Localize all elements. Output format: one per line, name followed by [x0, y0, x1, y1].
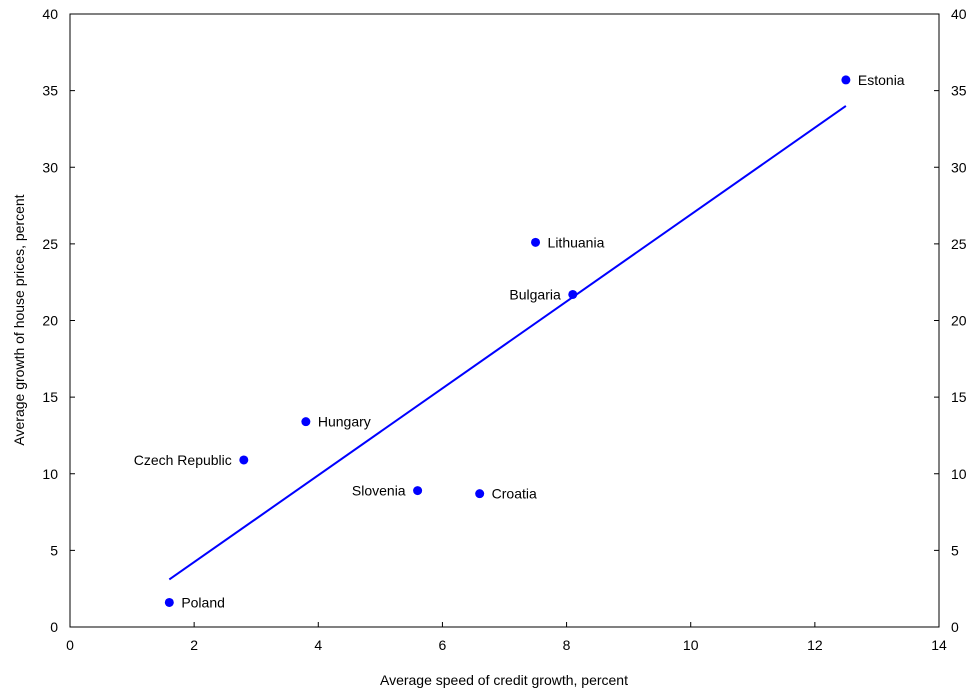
y-axis-right: 0 5 10 15 20 25 30 35 40 — [934, 6, 967, 635]
data-point — [841, 75, 851, 85]
x-tick-label: 2 — [190, 637, 198, 653]
y-axis-title: Average growth of house prices, percent — [11, 194, 27, 445]
x-tick-label: 12 — [807, 637, 823, 653]
x-tick-label: 0 — [66, 637, 74, 653]
x-tick-label: 6 — [439, 637, 447, 653]
y-tick-label-right: 30 — [951, 159, 967, 175]
trendline — [168, 105, 847, 581]
x-tick-label: 8 — [563, 637, 571, 653]
y-tick-label-left: 35 — [42, 83, 58, 99]
point-label: Bulgaria — [509, 286, 561, 302]
y-tick-label-right: 0 — [951, 619, 959, 635]
y-tick-label-right: 15 — [951, 389, 967, 405]
trendline-group — [168, 105, 847, 581]
point-label: Poland — [181, 594, 225, 610]
y-tick-label-left: 10 — [42, 466, 58, 482]
y-tick-label-right: 40 — [951, 6, 967, 22]
y-tick-label-right: 25 — [951, 236, 967, 252]
data-point — [413, 486, 423, 496]
y-tick-label-left: 40 — [42, 6, 58, 22]
plot-border — [69, 13, 940, 628]
x-tick-label: 10 — [683, 637, 699, 653]
y-tick-label-right: 35 — [951, 83, 967, 99]
point-label: Estonia — [858, 72, 905, 88]
data-point — [164, 597, 174, 607]
y-tick-label-left: 5 — [50, 542, 58, 558]
y-tick-label-right: 20 — [951, 313, 967, 329]
data-point — [239, 455, 249, 465]
data-point — [475, 489, 485, 499]
point-label: Hungary — [318, 414, 371, 430]
y-tick-label-left: 20 — [42, 313, 58, 329]
x-axis: 0 2 4 6 8 10 12 14 — [66, 622, 947, 653]
data-point — [568, 289, 578, 299]
data-point — [531, 237, 541, 247]
y-tick-label-left: 25 — [42, 236, 58, 252]
point-label: Czech Republic — [134, 452, 232, 468]
plot-frame — [69, 13, 940, 628]
x-axis-title: Average speed of credit growth, percent — [380, 672, 628, 688]
x-tick-label: 14 — [931, 637, 947, 653]
point-label: Croatia — [492, 486, 537, 502]
point-label: Slovenia — [352, 483, 406, 499]
y-tick-label-right: 10 — [951, 466, 967, 482]
y-tick-label-right: 5 — [951, 542, 959, 558]
point-label: Lithuania — [548, 234, 605, 250]
y-axis-left: 0 5 10 15 20 25 30 35 40 — [42, 6, 75, 635]
data-points: Estonia Lithuania Bulgaria Hungary Czech Rep… — [134, 72, 905, 611]
data-point — [301, 417, 311, 427]
y-tick-label-left: 0 — [50, 619, 58, 635]
y-tick-label-left: 15 — [42, 389, 58, 405]
x-tick-label: 4 — [314, 637, 322, 653]
y-tick-label-left: 30 — [42, 159, 58, 175]
